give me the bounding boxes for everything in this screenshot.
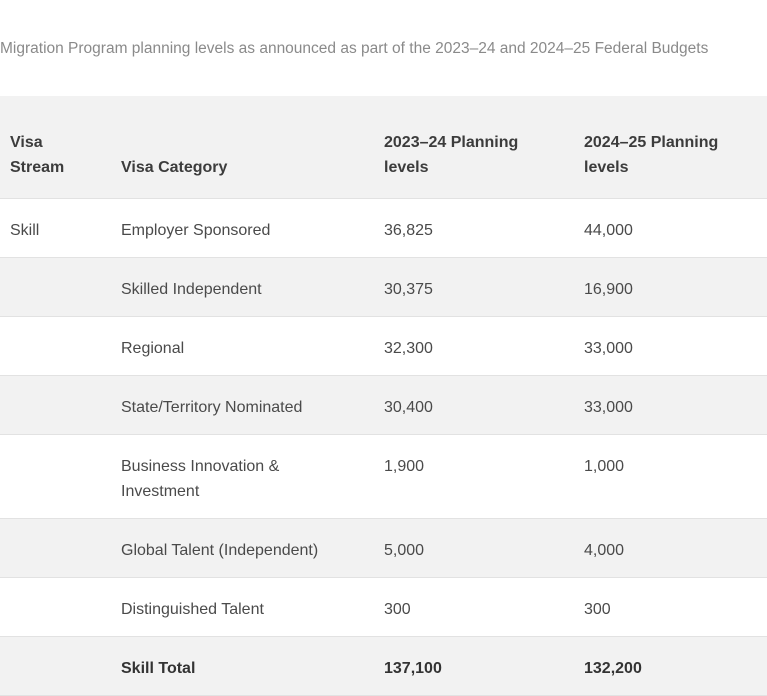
cell-2024-25: 300 <box>574 577 767 637</box>
cell-visa-stream <box>0 434 111 519</box>
cell-2023-24: 1,900 <box>374 434 574 519</box>
header-visa-stream: Visa Stream <box>0 96 111 199</box>
planning-levels-table: Visa Stream Visa Category 2023–24 Planni… <box>0 96 767 696</box>
table-row: Business Innovation & Investment 1,900 1… <box>0 434 767 519</box>
table-row: Distinguished Talent 300 300 <box>0 577 767 637</box>
table-header-row: Visa Stream Visa Category 2023–24 Planni… <box>0 96 767 199</box>
table-total-row: Skill Total 137,100 132,200 <box>0 636 767 696</box>
cell-visa-stream <box>0 636 111 696</box>
cell-visa-stream <box>0 316 111 376</box>
cell-2024-25: 33,000 <box>574 316 767 376</box>
header-2023-24: 2023–24 Planning levels <box>374 96 574 199</box>
header-2023-24-line2: levels <box>384 158 429 176</box>
cell-2023-24: 30,375 <box>374 257 574 317</box>
cell-visa-category: State/Territory Nominated <box>111 375 374 435</box>
cell-2023-24: 30,400 <box>374 375 574 435</box>
cell-2023-24: 36,825 <box>374 198 574 258</box>
cell-2024-25: 33,000 <box>574 375 767 435</box>
table-row: Regional 32,300 33,000 <box>0 316 767 376</box>
cell-visa-category: Distinguished Talent <box>111 577 374 637</box>
cell-2023-24: 5,000 <box>374 518 574 578</box>
header-2024-25-line1: 2024–25 Planning <box>584 133 719 151</box>
cell-visa-category: Regional <box>111 316 374 376</box>
cell-visa-category: Skilled Independent <box>111 257 374 317</box>
cell-2024-25: 1,000 <box>574 434 767 519</box>
cell-2024-25: 44,000 <box>574 198 767 258</box>
cell-visa-category: Business Innovation & Investment <box>111 434 374 519</box>
header-visa-stream-line2: Stream <box>10 158 65 176</box>
table-row: Skilled Independent 30,375 16,900 <box>0 257 767 317</box>
cell-visa-stream: Skill <box>0 198 111 258</box>
cell-visa-category: Global Talent (Independent) <box>111 518 374 578</box>
cell-visa-category-line2: Investment <box>121 482 200 500</box>
table-row: Global Talent (Independent) 5,000 4,000 <box>0 518 767 578</box>
cell-visa-category-line1: Business Innovation & <box>121 457 280 475</box>
header-2023-24-line1: 2023–24 Planning <box>384 133 519 151</box>
cell-2023-24: 300 <box>374 577 574 637</box>
cell-visa-category: Employer Sponsored <box>111 198 374 258</box>
header-visa-category: Visa Category <box>111 96 374 199</box>
table-row: Skill Employer Sponsored 36,825 44,000 <box>0 198 767 258</box>
table-row: State/Territory Nominated 30,400 33,000 <box>0 375 767 435</box>
table-caption: Migration Program planning levels as ann… <box>0 40 709 57</box>
cell-visa-stream <box>0 577 111 637</box>
header-visa-stream-line1: Visa <box>10 133 43 151</box>
cell-2023-24: 137,100 <box>374 636 574 696</box>
header-2024-25-line2: levels <box>584 158 629 176</box>
cell-2023-24: 32,300 <box>374 316 574 376</box>
cell-visa-stream <box>0 257 111 317</box>
header-2024-25: 2024–25 Planning levels <box>574 96 767 199</box>
cell-2024-25: 132,200 <box>574 636 767 696</box>
cell-2024-25: 4,000 <box>574 518 767 578</box>
cell-visa-stream <box>0 375 111 435</box>
cell-visa-stream <box>0 518 111 578</box>
cell-visa-category: Skill Total <box>111 636 374 696</box>
cell-2024-25: 16,900 <box>574 257 767 317</box>
